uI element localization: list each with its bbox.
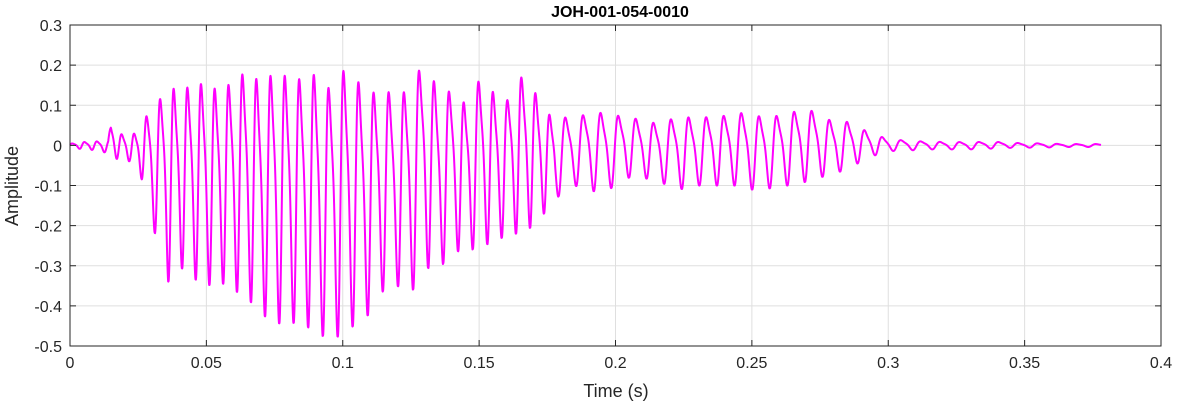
- grid: [69, 24, 1162, 347]
- y-tick-label: 0.2: [40, 58, 62, 75]
- x-axis-label: Time (s): [583, 381, 648, 401]
- x-tick-label: 0: [66, 355, 75, 372]
- signal-line: [69, 69, 1102, 338]
- y-tick-label: -0.3: [34, 259, 62, 276]
- x-tick-label: 0.15: [464, 355, 495, 372]
- y-tick-label: -0.2: [34, 219, 62, 236]
- x-tick-label: 0.35: [1009, 355, 1040, 372]
- y-tick-labels: 0.3 0.2 0.1 0 -0.1 -0.2 -0.3 -0.4 -0.5: [34, 18, 62, 356]
- signal: [69, 69, 1102, 338]
- chart-title: JOH-001-054-0010: [551, 4, 689, 21]
- y-tick-label: -0.5: [34, 339, 62, 356]
- x-tick-label: 0.3: [877, 355, 899, 372]
- y-tick-label: 0: [53, 138, 62, 155]
- y-tick-label: -0.4: [34, 299, 62, 316]
- y-tick-label: 0.3: [40, 18, 62, 35]
- x-tick-label: 0.05: [191, 355, 222, 372]
- x-tick-label: 0.2: [604, 355, 626, 372]
- axes-box: [69, 24, 1162, 347]
- x-tick-label: 0.4: [1150, 355, 1172, 372]
- axes-frame: [69, 24, 1162, 347]
- x-tick-labels: 0 0.05 0.1 0.15 0.2 0.25 0.3 0.35 0.4: [66, 355, 1173, 372]
- y-tick-label: -0.1: [34, 179, 62, 196]
- x-tick-label: 0.25: [736, 355, 767, 372]
- y-axis-label: Amplitude: [2, 146, 22, 226]
- x-tick-label: 0.1: [332, 355, 354, 372]
- y-tick-label: 0.1: [40, 98, 62, 115]
